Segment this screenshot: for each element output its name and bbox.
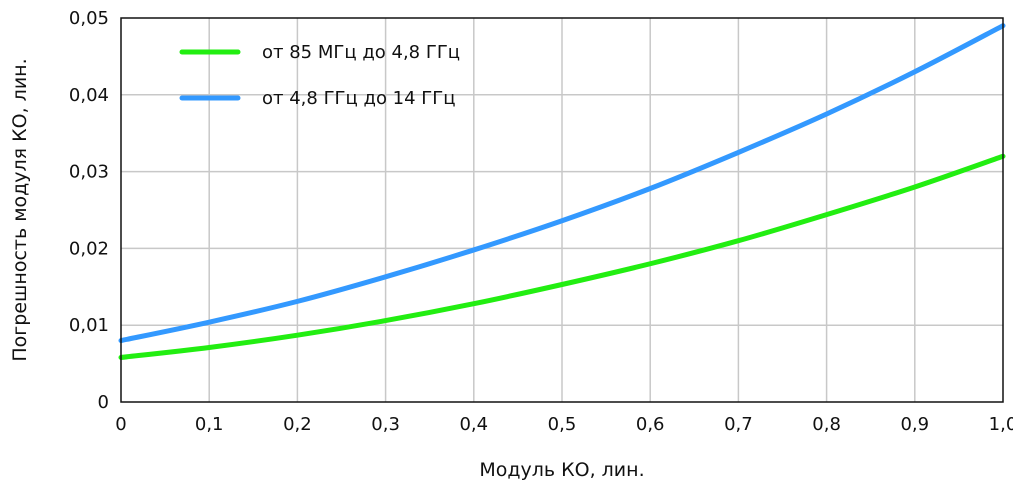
series-layer <box>118 23 1006 360</box>
series-line-2 <box>118 23 1006 344</box>
y-tick-label: 0,05 <box>69 8 109 29</box>
legend: от 85 МГц до 4,8 ГГц от 4,8 ГГц до 14 ГГц <box>179 42 460 109</box>
x-tick-label: 0 <box>115 414 126 435</box>
x-tick-label: 0,4 <box>459 414 488 435</box>
x-tick-label: 0,9 <box>900 414 929 435</box>
plot-border <box>120 17 1004 403</box>
y-tick-label: 0,04 <box>69 85 109 106</box>
x-tick-label: 0,1 <box>195 414 224 435</box>
x-tick-label: 0,3 <box>371 414 400 435</box>
y-tick-label: 0 <box>98 392 109 413</box>
y-tick-label: 0,03 <box>69 162 109 183</box>
x-tick-label: 0,2 <box>283 414 312 435</box>
y-axis-title: Погрешность модуля КО, лин. <box>9 58 31 361</box>
x-axis-title: Модуль КО, лин. <box>479 459 644 481</box>
y-tick-label: 0,01 <box>69 315 109 336</box>
y-tick-label: 0,02 <box>69 238 109 259</box>
x-tick-label: 0,6 <box>636 414 665 435</box>
plot-frame <box>120 17 1004 403</box>
grid <box>121 18 1003 402</box>
x-tick-label: 0,7 <box>724 414 753 435</box>
x-tick-label: 0,5 <box>548 414 577 435</box>
y-axis: 0 0,01 0,02 0,03 0,04 0,05 <box>69 8 109 413</box>
series-line-1 <box>118 153 1006 360</box>
legend-label-2: от 4,8 ГГц до 14 ГГц <box>262 88 456 109</box>
x-tick-label: 0,8 <box>812 414 841 435</box>
x-tick-label: 1,0 <box>989 414 1013 435</box>
x-axis: 0 0,1 0,2 0,3 0,4 0,5 0,6 0,7 0,8 0,9 1,0 <box>115 414 1013 435</box>
legend-label-1: от 85 МГц до 4,8 ГГц <box>262 42 460 63</box>
